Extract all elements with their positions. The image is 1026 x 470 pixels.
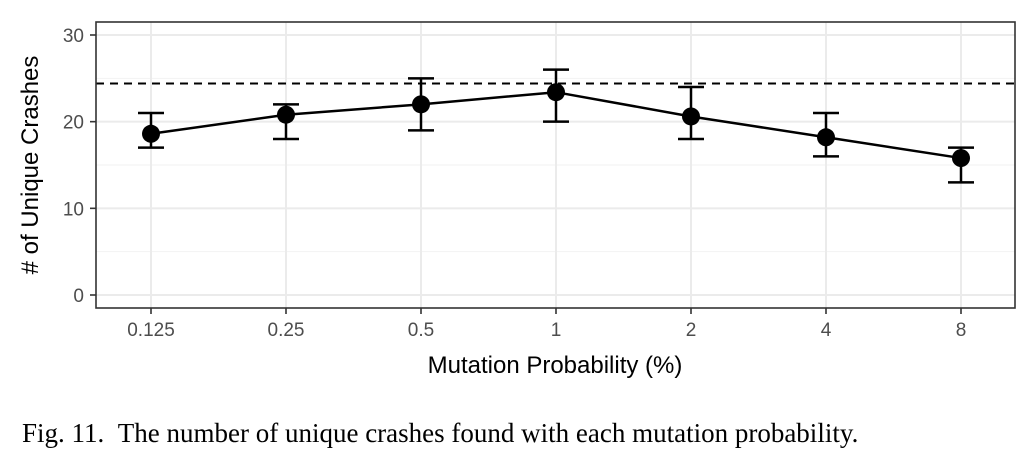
data-point (682, 107, 700, 126)
data-point (412, 95, 430, 114)
x-tick-label: 8 (956, 320, 967, 341)
caption-label: Fig. 11. (22, 418, 105, 448)
x-axis-title: Mutation Probability (%) (428, 352, 683, 379)
y-axis-title: # of Unique Crashes (17, 56, 44, 275)
x-tick-label: 0.125 (127, 320, 175, 341)
x-tick-label: 4 (821, 320, 832, 341)
x-axis: 0.125 0.25 0.5 1 2 4 8 (127, 308, 966, 341)
y-tick-label: 20 (63, 113, 84, 134)
caption-text: The number of unique crashes found with … (117, 418, 859, 448)
data-point (277, 105, 295, 124)
y-tick-label: 10 (63, 199, 84, 220)
data-points (142, 83, 970, 168)
x-tick-label: 0.25 (268, 320, 305, 341)
y-tick-label: 30 (63, 26, 84, 47)
data-point (547, 83, 565, 102)
data-point (817, 128, 835, 147)
x-tick-label: 1 (551, 320, 562, 341)
crash-chart: 0 10 20 30 0.125 0.25 0.5 1 2 4 8 Mutation Probab… (17, 21, 1016, 379)
x-tick-label: 2 (686, 320, 697, 341)
data-point (142, 124, 160, 143)
y-axis: 0 10 20 30 (63, 26, 96, 307)
figure-caption: Fig. 11. The number of unique crashes fo… (22, 418, 1022, 449)
data-point (952, 149, 970, 168)
x-tick-label: 0.5 (408, 320, 434, 341)
y-tick-label: 0 (73, 286, 84, 307)
